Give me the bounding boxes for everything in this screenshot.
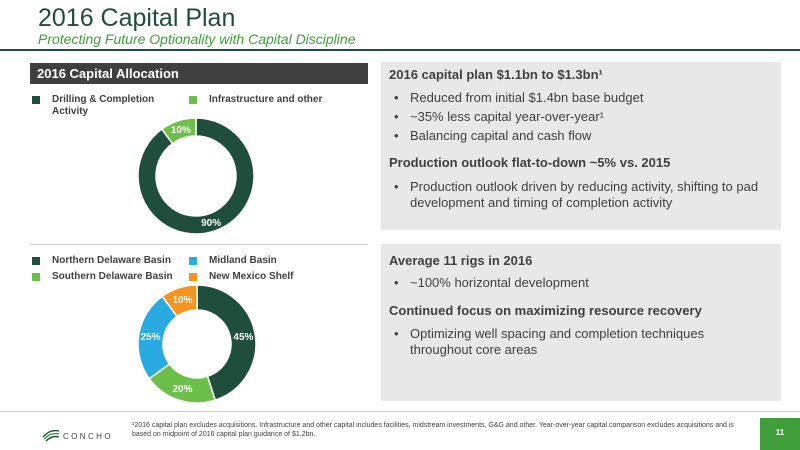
slice-label: 45% [233, 332, 253, 343]
legend-swatch [32, 273, 40, 281]
legend-swatch [189, 96, 197, 104]
list-item: • Production outlook driven by reducing a… [394, 179, 759, 210]
page-subtitle: Protecting Future Optionality with Capit… [38, 31, 356, 47]
slice-new-mexico-shelf [161, 284, 198, 318]
page-title: 2016 Capital Plan [38, 4, 236, 32]
list-item: • Optimizing well spacing and completion … [394, 326, 705, 357]
concho-logo: CONCHO [42, 429, 113, 442]
slice-label: 20% [172, 384, 192, 395]
list-item: • ~35% less capital year-over-year¹ [394, 109, 604, 124]
rigs-heading: Average 11 rigs in 2016 [389, 253, 533, 268]
slice-label: 10% [171, 125, 191, 136]
list-item: • Reduced from initial $1.4bn base budget [394, 90, 644, 105]
capital-plan-heading: 2016 capital plan $1.1bn to $1.3bn¹ [389, 67, 603, 82]
slice-label: 10% [172, 295, 192, 306]
resource-recovery-bullets: • Optimizing well spacing and completion … [394, 326, 754, 361]
list-item: • Balancing capital and cash flow [394, 128, 592, 143]
production-outlook-heading: Production outlook flat-to-down ~5% vs. … [389, 155, 671, 170]
rigs-bullets: • ~100% horizontal development [394, 275, 589, 294]
section-divider [30, 244, 368, 245]
basin-allocation-donut-chart: 45% 20% 25% 10% [137, 284, 257, 404]
production-outlook-bullets: • Production outlook driven by reducing a… [394, 179, 779, 214]
legend-swatch [189, 273, 197, 281]
slice-label: 25% [141, 332, 161, 343]
resource-recovery-heading: Continued focus on maximizing resource r… [389, 303, 702, 318]
slice-drilling-completion-activity [137, 117, 255, 235]
slice-infrastructure-and-other [160, 117, 197, 145]
title-divider [0, 49, 800, 51]
slice-northern-delaware-basin [196, 284, 257, 402]
capital-allocation-donut-chart: 90% 10% [137, 117, 255, 235]
svg-text:CONCHO: CONCHO [63, 432, 113, 441]
legend-swatch [189, 257, 197, 265]
capital-plan-panel: 2016 capital plan $1.1bn to $1.3bn¹ • Red… [381, 62, 781, 230]
capital-plan-bullets: • Reduced from initial $1.4bn base budget… [394, 90, 643, 147]
list-item: • ~100% horizontal development [394, 275, 589, 290]
footer-divider [0, 411, 800, 412]
logo-mark-icon [42, 429, 60, 442]
legend-swatch [32, 257, 40, 265]
rigs-panel: Average 11 rigs in 2016 • ~100% horizonta… [381, 244, 781, 401]
footnote: ¹2016 capital plan excludes acquisitions… [132, 422, 734, 438]
page-number: 11 [760, 418, 800, 450]
allocation-header: 2016 Capital Allocation [30, 63, 368, 84]
legend-swatch [32, 96, 40, 104]
slice-label: 90% [201, 218, 221, 229]
